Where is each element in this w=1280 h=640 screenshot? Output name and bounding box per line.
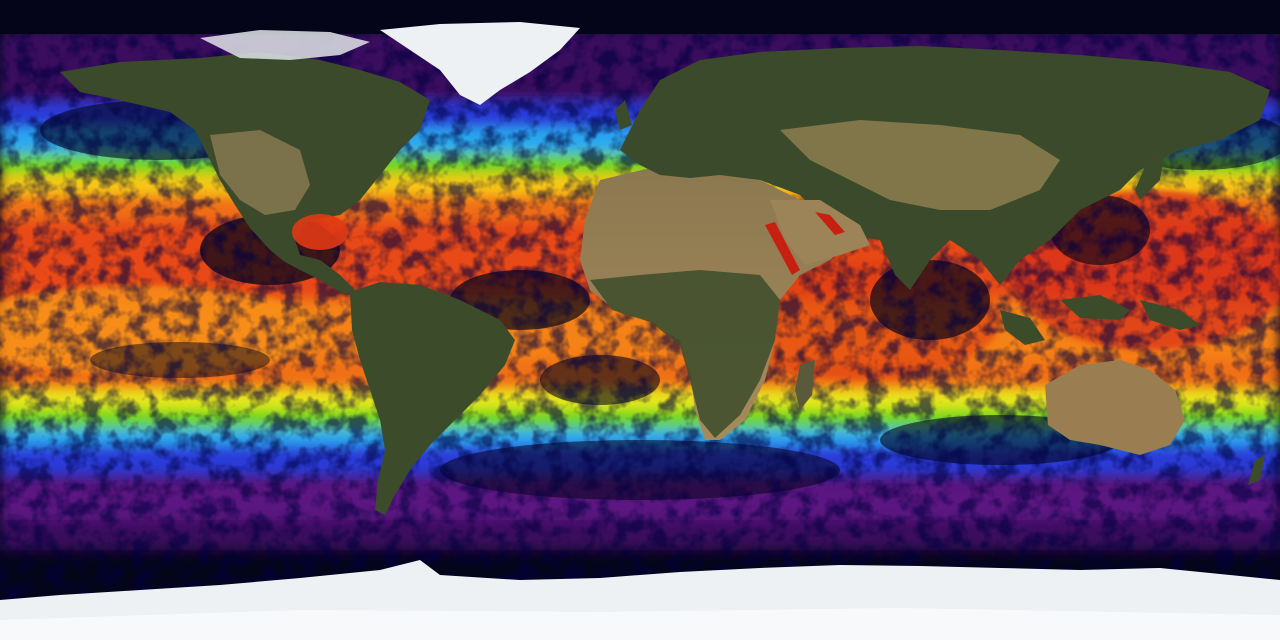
gulf-of-mexico — [292, 214, 348, 250]
red-sea — [765, 212, 845, 275]
australia — [1045, 360, 1185, 455]
south-america — [350, 282, 515, 515]
arctic-dark — [0, 0, 1280, 34]
greenland — [380, 22, 580, 105]
landmasses — [60, 22, 1270, 515]
